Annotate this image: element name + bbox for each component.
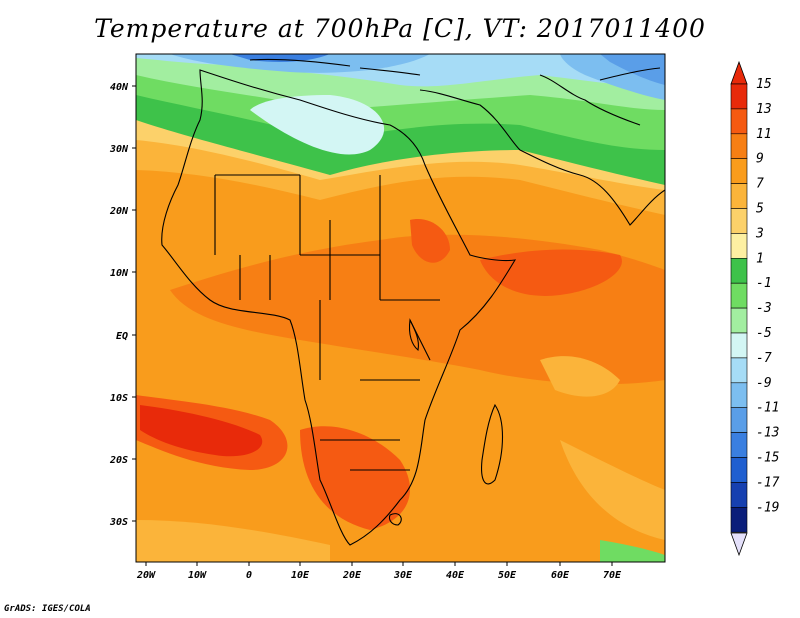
axis-ticks <box>132 85 613 566</box>
lon-label: 40E <box>446 570 465 581</box>
map-title: Temperature at 700hPa [C], VT: 201701140… <box>94 14 706 43</box>
lon-label: 10W <box>188 570 207 581</box>
colorbar: 15 13 11 9 7 5 3 1 -1 -3 -5 -7 -9 -11 -13 -15 -17 -19 <box>730 60 780 557</box>
colorbar-cell <box>730 282 748 309</box>
lat-label: 20S <box>109 455 128 466</box>
colorbar-label: -1 <box>756 276 772 291</box>
colorbar-label: -5 <box>756 326 772 341</box>
lat-label: 20N <box>109 206 129 217</box>
colorbar-cell <box>730 257 748 284</box>
plot-frame <box>135 53 666 563</box>
lon-label: 10E <box>291 570 310 581</box>
lat-label: 10S <box>110 393 128 404</box>
lon-label: 20E <box>342 570 362 581</box>
colorbar-cell <box>730 233 748 259</box>
colorbar-cell <box>730 506 748 533</box>
lat-label: 40N <box>110 82 129 93</box>
lon-label: 70E <box>603 570 622 581</box>
temperature-field <box>136 54 665 562</box>
colorbar-cell <box>730 108 748 135</box>
lon-label: 20W <box>136 570 156 581</box>
latitude-labels: 40N 30N 20N 10N EQ 10S 20S 30S <box>109 82 129 528</box>
colorbar-label: 5 <box>756 202 764 217</box>
lat-label: 10N <box>110 268 129 279</box>
colorbar-label: 7 <box>756 177 764 192</box>
lon-label: 60E <box>551 570 570 581</box>
lat-label: 30N <box>109 144 129 155</box>
colorbar-cell <box>730 382 748 408</box>
colorbar-label: 3 <box>755 226 764 241</box>
colorbar-label: -13 <box>756 426 779 441</box>
colorbar-cell <box>730 183 748 209</box>
colorbar-cell <box>730 482 748 508</box>
colorbar-label: 9 <box>756 152 764 167</box>
lat-label: EQ <box>116 331 128 342</box>
colorbar-labels: 15 13 11 9 7 5 3 1 -1 -3 -5 -7 -9 -11 -13 -15 -17 -19 <box>755 77 780 515</box>
lon-label: 0 <box>246 570 252 581</box>
lat-label: 30S <box>109 517 128 528</box>
colorbar-cell <box>730 457 748 483</box>
credit-text: GrADS: IGES/COLA <box>4 604 91 614</box>
colorbar-cell <box>730 208 748 234</box>
colorbar-label: -3 <box>756 301 772 316</box>
colorbar-over-arrow <box>730 60 748 85</box>
colorbar-label: -17 <box>756 475 780 490</box>
colorbar-label: -7 <box>756 351 772 366</box>
colorbar-cell <box>730 83 748 110</box>
colorbar-label: 1 <box>756 251 764 266</box>
colorbar-label: -9 <box>756 376 772 391</box>
lon-label: 30E <box>393 570 413 581</box>
colorbar-label: -19 <box>756 500 779 515</box>
colorbar-label: -15 <box>756 451 780 466</box>
longitude-labels: 20W 10W 0 10E 20E 30E 40E 50E 60E 70E <box>136 570 622 581</box>
colorbar-cell <box>730 307 748 334</box>
colorbar-cell <box>730 133 748 160</box>
colorbar-cells <box>730 83 748 533</box>
colorbar-cell <box>730 332 748 359</box>
coastlines <box>161 58 665 546</box>
colorbar-label: 11 <box>756 127 772 142</box>
colorbar-under-arrow <box>730 532 748 557</box>
colorbar-label: 15 <box>756 77 772 92</box>
colorbar-cell <box>730 407 748 433</box>
colorbar-cell <box>730 158 748 184</box>
colorbar-cell <box>730 357 748 384</box>
colorbar-cell <box>730 432 748 458</box>
colorbar-label: -11 <box>756 401 779 416</box>
lon-label: 50E <box>498 570 517 581</box>
colorbar-label: 13 <box>756 102 772 117</box>
